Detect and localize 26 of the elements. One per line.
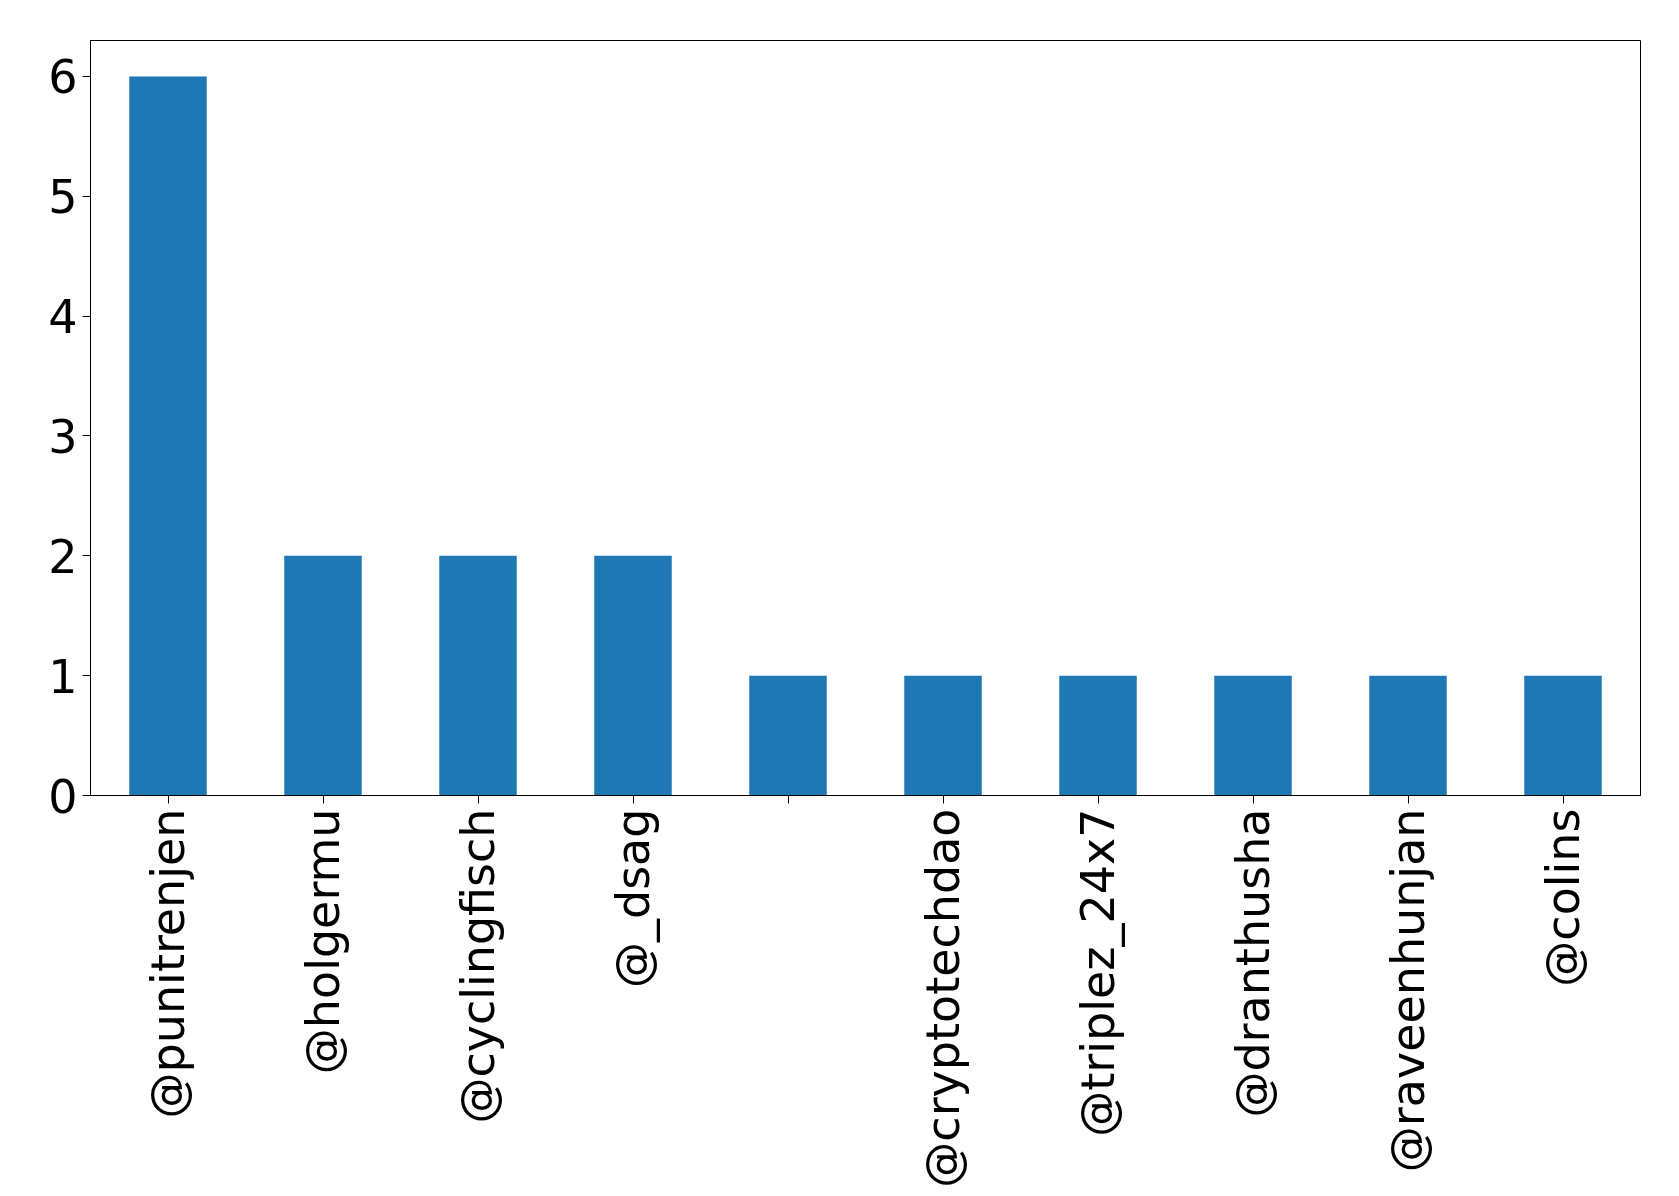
- x-tick-label: @punitrenjen: [141, 808, 195, 1119]
- x-tick-label: @raveenhunjan: [1381, 808, 1435, 1173]
- y-tick-label: 0: [48, 769, 78, 824]
- y-tick-label: 1: [48, 649, 78, 704]
- bar: [1059, 675, 1137, 796]
- bar: [1524, 675, 1602, 796]
- y-tick-label: 3: [48, 409, 78, 464]
- y-tick-label: 6: [48, 50, 78, 105]
- x-tick-label: @cyclingfisch: [451, 808, 505, 1124]
- x-tick-label: @triplez_24x7: [1071, 808, 1125, 1137]
- bar: [129, 76, 207, 796]
- bar: [594, 555, 672, 796]
- bar: [1214, 675, 1292, 796]
- x-tick-label: @dranthusha: [1226, 808, 1280, 1118]
- bar: [904, 675, 982, 796]
- x-tick-label: @_dsag: [606, 808, 660, 989]
- bar: [284, 555, 362, 796]
- y-tick-label: 2: [48, 529, 78, 584]
- bar: [439, 555, 517, 796]
- y-tick-label: 5: [48, 170, 78, 225]
- x-tick-label: @cryptotechdao: [916, 808, 970, 1188]
- bar: [1369, 675, 1447, 796]
- x-tick-label: @colins: [1536, 808, 1590, 987]
- bar: [749, 675, 827, 796]
- y-tick-label: 4: [48, 290, 78, 345]
- x-tick-label: @holgermu: [296, 808, 350, 1075]
